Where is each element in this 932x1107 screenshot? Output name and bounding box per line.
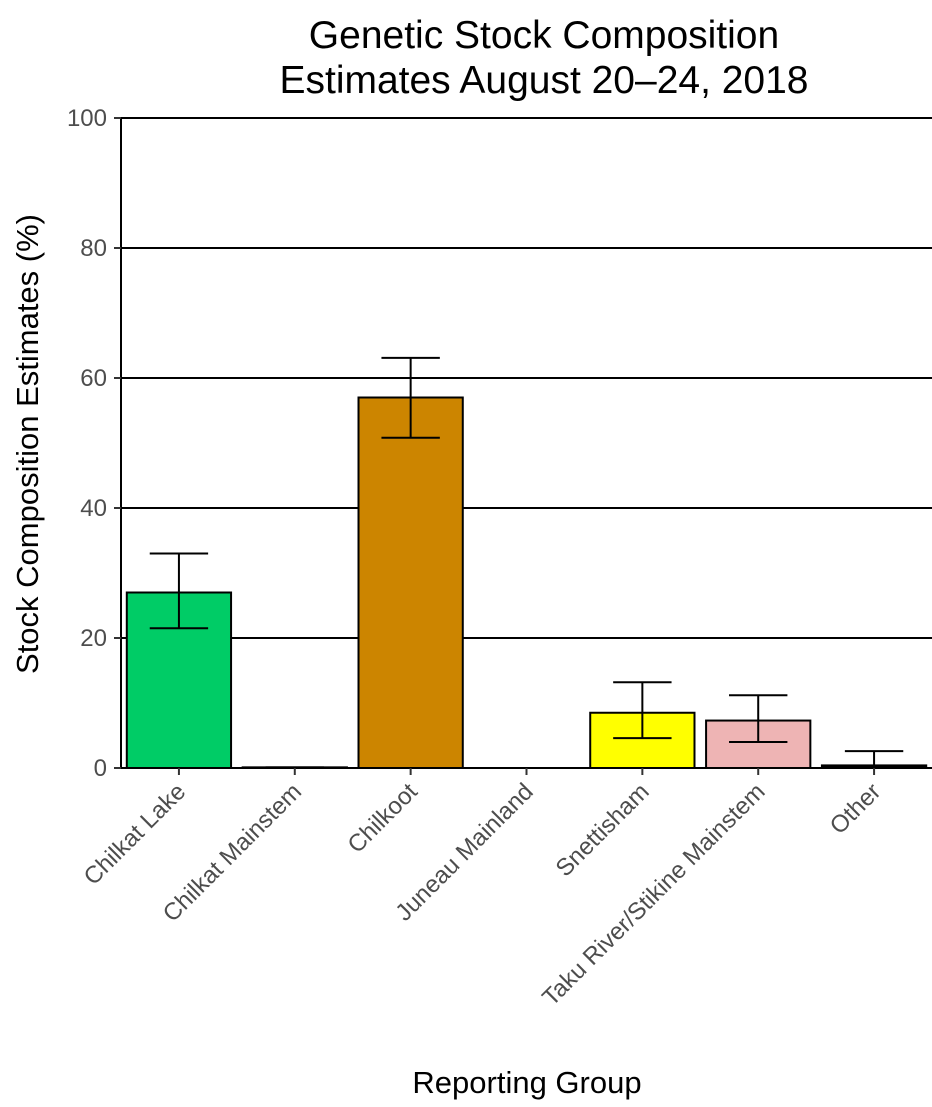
y-ticks: 0 20 40 60 80 100 xyxy=(67,105,121,782)
bars xyxy=(125,396,928,770)
x-tick-label-6: Other xyxy=(825,778,887,840)
x-tick-label-4: Snettisham xyxy=(551,778,655,882)
y-tick-label-80: 80 xyxy=(80,235,107,262)
chart-title-line-2: Estimates August 20–24, 2018 xyxy=(279,59,808,102)
error-bar-4 xyxy=(613,681,672,740)
x-tick-label-5: Taku River/Stikine Mainstem xyxy=(537,778,770,1011)
x-tick-label-0: Chilkat Lake xyxy=(79,778,191,890)
y-tick-label-100: 100 xyxy=(67,105,107,132)
y-tick-label-40: 40 xyxy=(80,495,107,522)
gridlines xyxy=(121,117,932,639)
y-axis-title: Stock Composition Estimates (%) xyxy=(10,214,45,674)
error-bar-0 xyxy=(149,552,209,630)
error-bar-2 xyxy=(381,356,440,439)
error-bar-5 xyxy=(729,694,788,743)
x-axis-title: Reporting Group xyxy=(412,1065,641,1100)
y-tick-label-60: 60 xyxy=(80,365,107,392)
bar-2 xyxy=(357,396,464,769)
chart-title-line-1: Genetic Stock Composition xyxy=(309,14,779,57)
error-bars xyxy=(149,356,904,769)
x-tick-label-2: Chilkoot xyxy=(342,778,423,859)
y-tick-label-0: 0 xyxy=(94,755,107,782)
axes xyxy=(120,118,932,769)
y-tick-label-20: 20 xyxy=(80,625,107,652)
